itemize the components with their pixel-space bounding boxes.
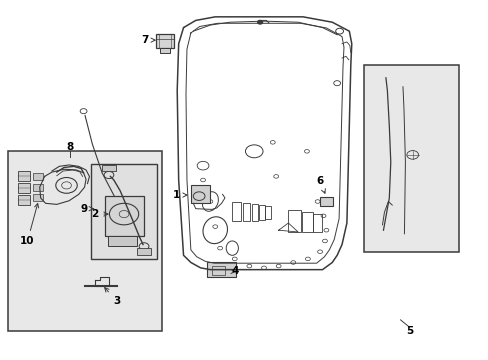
Text: 7: 7 (141, 35, 155, 45)
Bar (211, 266, 225, 275)
Bar (190, 185, 210, 203)
Text: 3: 3 (104, 288, 120, 306)
Bar (33, 173, 42, 180)
Bar (33, 184, 42, 191)
Bar (104, 196, 143, 235)
Bar (288, 211, 300, 232)
Text: 6: 6 (316, 176, 325, 193)
Text: 5: 5 (405, 325, 412, 336)
Bar (265, 206, 271, 220)
Circle shape (257, 21, 262, 24)
Text: 4: 4 (230, 266, 238, 276)
Bar (302, 212, 312, 232)
Bar (243, 203, 250, 221)
Text: 8: 8 (66, 142, 73, 152)
Bar (108, 235, 137, 246)
Bar (319, 197, 332, 206)
Bar (18, 195, 30, 205)
Bar (156, 34, 173, 48)
Bar (160, 48, 169, 53)
Text: 1: 1 (172, 190, 186, 200)
Text: 9: 9 (80, 204, 93, 214)
Bar (259, 205, 264, 220)
Bar (102, 165, 116, 171)
Bar (312, 214, 321, 232)
Bar (251, 204, 258, 221)
Bar (137, 248, 151, 255)
Bar (232, 202, 241, 221)
Bar (18, 171, 30, 181)
Bar (363, 65, 458, 252)
Text: 2: 2 (91, 209, 108, 219)
Bar (33, 194, 42, 201)
Text: 10: 10 (20, 203, 39, 246)
Bar (18, 183, 30, 193)
Bar (91, 164, 157, 259)
Bar (206, 262, 236, 277)
Bar (8, 151, 161, 330)
